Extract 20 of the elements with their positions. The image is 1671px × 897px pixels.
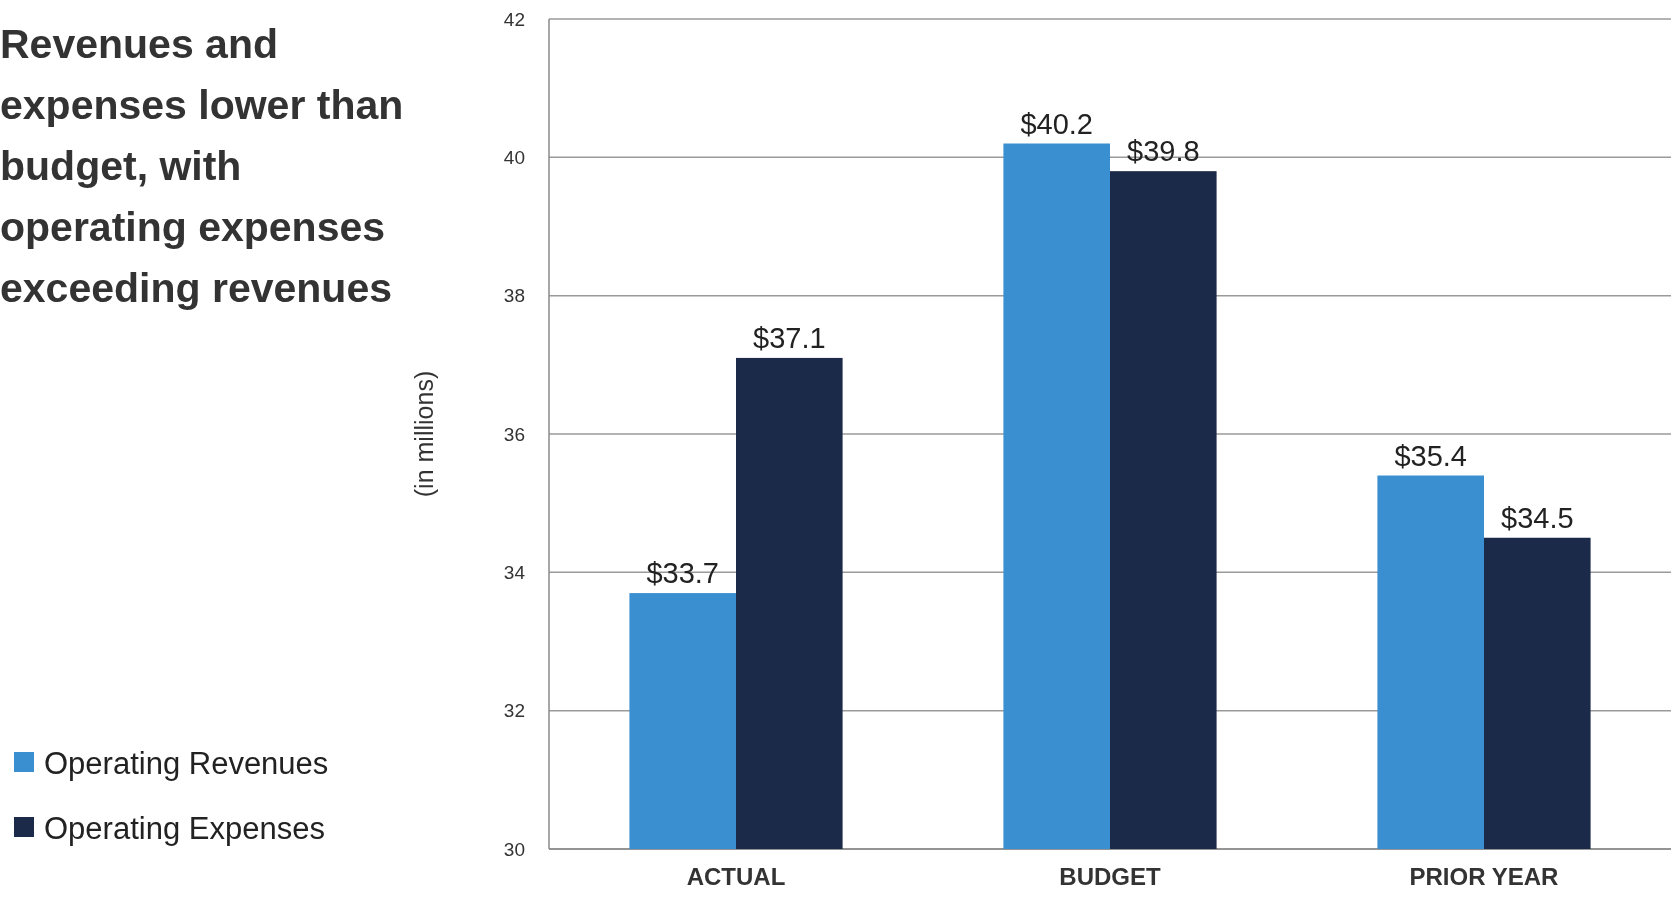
x-tick-label: PRIOR YEAR	[1409, 863, 1559, 890]
x-tick-label: BUDGET	[1059, 863, 1161, 890]
y-axis-title: (in millions)	[410, 370, 438, 498]
y-tick-label: 38	[503, 285, 525, 307]
legend-label: Operating Revenues	[44, 746, 329, 781]
y-tick-label: 30	[503, 838, 525, 860]
legend-label: Operating Expenses	[44, 811, 325, 846]
y-tick-label: 42	[503, 8, 525, 30]
text: Revenues and expenses lower than budget, with operating expenses exceeding revenues	[0, 21, 404, 311]
data-label: $37.1	[753, 321, 826, 354]
y-tick-label: 36	[503, 423, 525, 445]
data-label: $39.8	[1127, 135, 1200, 168]
data-label: $33.7	[646, 557, 719, 590]
data-label: $35.4	[1394, 439, 1467, 472]
x-tick-label: ACTUAL	[686, 863, 786, 890]
y-tick-label: 32	[503, 700, 525, 722]
y-tick-label: 40	[503, 146, 525, 168]
data-label: $40.2	[1020, 107, 1093, 140]
y-tick-label: 34	[503, 561, 526, 583]
data-label: $34.5	[1501, 501, 1574, 534]
